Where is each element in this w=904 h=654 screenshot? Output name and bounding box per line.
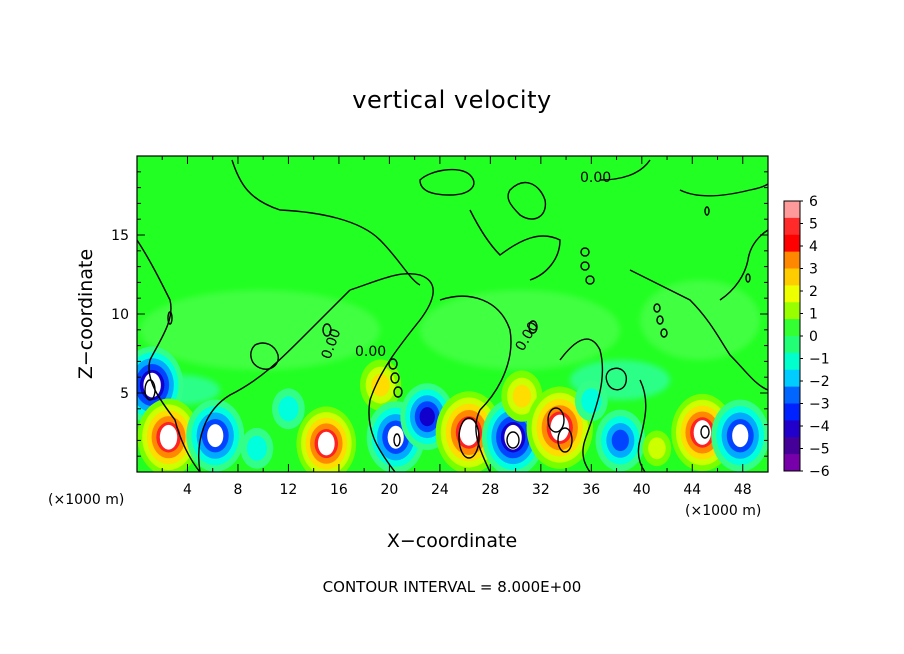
updraft-cell [296, 406, 357, 472]
x-tick-label: 8 [233, 482, 242, 498]
colorbar-swatch [784, 268, 800, 286]
x-tick-label: 12 [280, 482, 298, 498]
x-axis-label: X−coordinate [387, 530, 517, 552]
colorbar-tick-label: 5 [809, 217, 818, 233]
updraft-cell [642, 430, 672, 467]
x-unit-right: (×1000 m) [685, 503, 761, 519]
colorbar-swatch [784, 319, 800, 337]
y-tick-label: 15 [111, 228, 129, 244]
x-tick-label: 44 [683, 482, 701, 498]
colorbar-tick-label: −4 [809, 419, 830, 435]
colorbar: 6 5 4 3 2 1 0 −1 −2 −3 −4 −5 −6 [783, 194, 830, 480]
colorbar-swatch [784, 403, 800, 421]
y-axis: 5 10 15 [111, 155, 768, 473]
colorbar-swatch [784, 251, 800, 269]
x-tick-label: 40 [633, 482, 651, 498]
x-tick-label: 28 [481, 482, 499, 498]
colorbar-swatch [784, 437, 800, 455]
colorbar-swatch [784, 386, 800, 404]
colorbar-tick-label: 1 [809, 307, 818, 323]
colorbar-swatch [784, 352, 800, 371]
colorbar-tick-label: −3 [809, 397, 830, 413]
colorbar-swatch [784, 302, 800, 320]
downdraft-cell [711, 399, 768, 472]
downdraft-cell [186, 399, 245, 472]
colorbar-tick-label: −2 [809, 374, 830, 390]
colorbar-swatch [784, 285, 800, 303]
contour-interval-note: CONTOUR INTERVAL = 8.000E+00 [322, 578, 582, 596]
colorbar-swatch [784, 454, 800, 472]
colorbar-swatch [784, 369, 800, 388]
colorbar-tick-label: 4 [809, 239, 818, 255]
downdraft-cell [595, 409, 646, 472]
colorbar-swatch [784, 336, 800, 354]
chart-title: vertical velocity [352, 86, 552, 114]
y-tick-label: 5 [120, 386, 129, 402]
colorbar-swatch [784, 201, 800, 219]
colorbar-tick-label: −1 [809, 352, 830, 368]
colorbar-tick-label: 6 [809, 194, 818, 210]
x-tick-label: 4 [183, 482, 192, 498]
colorbar-tick-label: −5 [809, 442, 830, 458]
colorbar-tick-label: −6 [809, 464, 830, 480]
x-tick-label: 36 [582, 482, 600, 498]
updraft-cell [137, 398, 200, 472]
colorbar-swatch [784, 234, 800, 253]
downdraft-cell [272, 388, 305, 430]
colorbar-tick-label: 0 [809, 329, 818, 345]
zero-contours [136, 159, 769, 473]
colorbar-tick-label: 3 [809, 262, 818, 278]
y-axis-label: Z−coordinate [75, 249, 97, 379]
downdraft-cell [240, 427, 274, 469]
colorbar-tick-label: 2 [809, 284, 818, 300]
contour-label: 0.00 [355, 344, 386, 360]
colorbar-swatch [784, 420, 800, 438]
x-axis: 4 8 12 16 20 24 28 32 36 40 44 48 [136, 156, 769, 498]
y-tick-label: 10 [111, 307, 129, 323]
x-tick-label: 20 [380, 482, 398, 498]
x-tick-label: 48 [734, 482, 752, 498]
x-tick-label: 24 [431, 482, 449, 498]
x-unit-left: (×1000 m) [48, 492, 124, 508]
x-tick-label: 32 [532, 482, 550, 498]
x-tick-label: 16 [330, 482, 348, 498]
contour-label: 0.00 [580, 170, 611, 186]
downdraft-cell [574, 380, 608, 422]
colorbar-swatch [784, 217, 800, 236]
